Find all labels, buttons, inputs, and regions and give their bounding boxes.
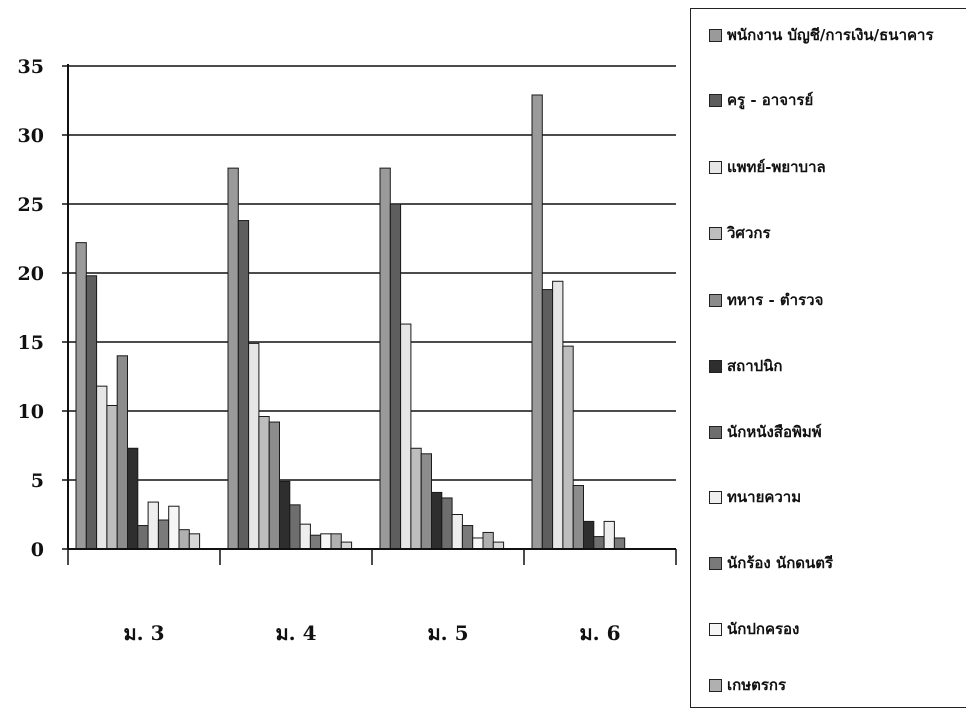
bar-chart: 0 5 10 15 20 25 30 35 ม. 3 ม. 4 ม. 5 ม. 6 [18,56,677,645]
bar [451,514,463,550]
bar [441,497,453,550]
legend-item: นักปกครอง [709,617,799,641]
x-category-label: ม. 4 [275,621,316,645]
bar [492,541,505,550]
legend-item: ทหาร - ตำรวจ [709,288,823,312]
legend-item: ครู - อาจารย์ [709,88,813,112]
legend-label: นักร้อง นักดนตรี [727,554,834,572]
gridlines [62,65,676,550]
legend-item: พนักงาน บัญชี/การเงิน/ธนาคาร [709,23,934,47]
bar [572,485,585,550]
bar [299,523,311,550]
legend-swatch [709,226,722,240]
legend-item: นักร้อง นักดนตรี [709,551,833,575]
legend-label: ทนายความ [727,488,802,506]
bar [96,385,108,550]
legend-label: วิศวกร [727,224,771,242]
legend-swatch [709,490,722,504]
legend-label: นักหนังสือพิมพ์ [727,423,822,441]
bar [531,94,543,550]
bar [379,167,391,550]
legend-swatch [709,93,722,107]
bar [482,531,494,550]
bar [340,541,353,550]
bar [431,491,443,550]
legend-label: สถาปนิก [727,357,783,375]
y-tick-label: 10 [18,401,44,423]
bar [237,220,250,550]
bar [157,519,170,550]
legend-item: แพทย์-พยาบาล [709,155,826,179]
y-tick-label: 30 [18,125,44,147]
legend-item: ทนายความ [709,485,801,509]
bar [106,404,118,550]
bar [562,345,574,550]
x-category-label: ม. 5 [427,621,468,645]
x-category-label: ม. 3 [123,621,164,645]
bar [85,275,98,550]
legend-label: แพทย์-พยาบาล [727,158,826,176]
bar [116,355,128,550]
bar [127,447,139,550]
bar [168,505,180,550]
legend-label: เกษตรกร [727,676,787,694]
legend-label: พนักงาน บัญชี/การเงิน/ธนาคาร [727,26,934,44]
legend-swatch [709,359,722,373]
y-tick-label: 20 [18,263,44,285]
bar [137,525,149,550]
legend-label: ครู - อาจารย์ [727,91,814,109]
bar [389,203,402,550]
y-tick-label: 0 [31,539,44,561]
bar [472,537,484,550]
bar [583,520,595,550]
y-tick-label: 25 [18,194,44,216]
bar [593,536,605,550]
x-category-label: ม. 6 [579,621,620,645]
bar [541,289,554,550]
bar [268,421,281,550]
bar [227,167,239,550]
bar [613,537,626,550]
bars [75,94,626,550]
bar [400,323,412,550]
legend-swatch [709,556,722,570]
legend-swatch [709,678,722,692]
legend-item: สถาปนิก [709,354,783,378]
y-tick-labels: 0 5 10 15 20 25 30 35 [18,56,44,561]
bar [188,533,201,550]
y-tick-label: 35 [18,56,44,78]
bar [289,504,301,550]
bar [178,529,190,550]
bar [147,501,159,550]
bar [248,342,260,550]
bar [309,534,322,550]
y-tick-label: 5 [31,470,44,492]
bar [258,416,270,550]
legend-swatch [709,28,722,42]
bar [330,533,342,550]
legend-item: วิศวกร [709,221,771,245]
legend-swatch [709,622,722,636]
legend-label: นักปกครอง [727,620,800,638]
bar [552,280,564,550]
bar [461,525,474,550]
legend-swatch [709,293,722,307]
x-category-labels: ม. 3 ม. 4 ม. 5 ม. 6 [123,621,620,645]
legend-label: ทหาร - ตำรวจ [727,291,824,309]
axes [67,64,677,565]
legend-swatch [709,425,722,439]
legend-swatch [709,160,722,174]
legend-item: นักหนังสือพิมพ์ [709,420,822,444]
bar [410,447,422,550]
y-tick-label: 15 [18,332,44,354]
legend-item: เกษตรกร [709,673,786,697]
bar [75,242,87,550]
bar [603,520,615,550]
bar [320,533,332,550]
bar [420,453,433,550]
legend: พนักงาน บัญชี/การเงิน/ธนาคารครู - อาจารย… [690,8,966,708]
bar [279,480,291,550]
